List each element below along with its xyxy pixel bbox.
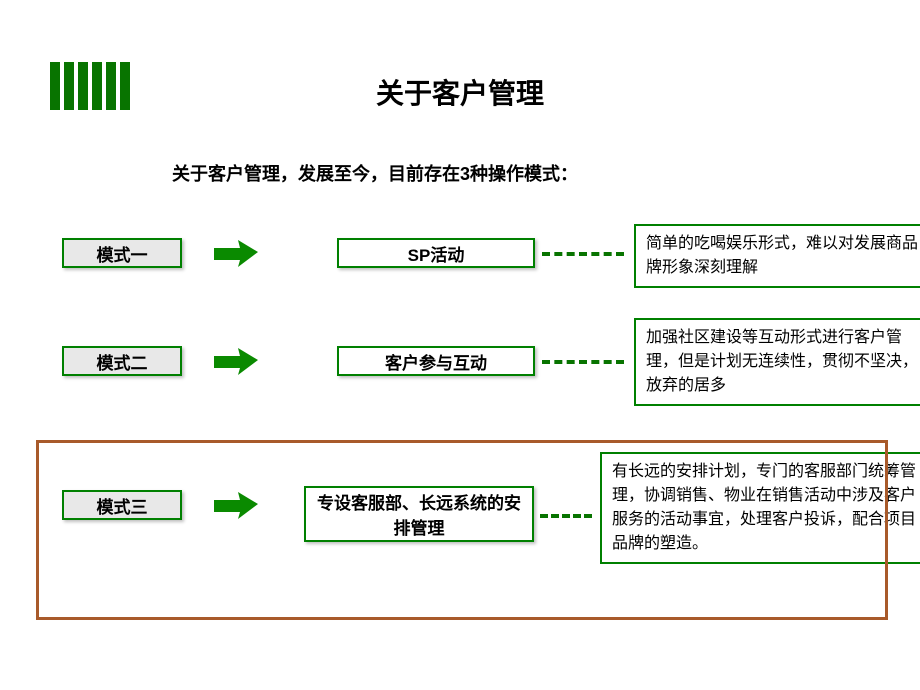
highlight-frame (36, 440, 888, 620)
slide-subtitle: 关于客户管理，发展至今，目前存在3种操作模式： (172, 160, 578, 186)
arrow-icon (212, 240, 260, 268)
description-box: 简单的吃喝娱乐形式，难以对发展商品牌形象深刻理解 (634, 224, 920, 288)
slide-title: 关于客户管理 (0, 72, 920, 112)
dashed-connector (542, 360, 624, 364)
mode-label-box: 模式一 (62, 238, 182, 268)
activity-box: 客户参与互动 (337, 346, 535, 376)
activity-box: SP活动 (337, 238, 535, 268)
dashed-connector (542, 252, 624, 256)
description-box: 加强社区建设等互动形式进行客户管理，但是计划无连续性，贯彻不坚决，放弃的居多 (634, 318, 920, 406)
mode-label-box: 模式二 (62, 346, 182, 376)
arrow-icon (212, 348, 260, 376)
